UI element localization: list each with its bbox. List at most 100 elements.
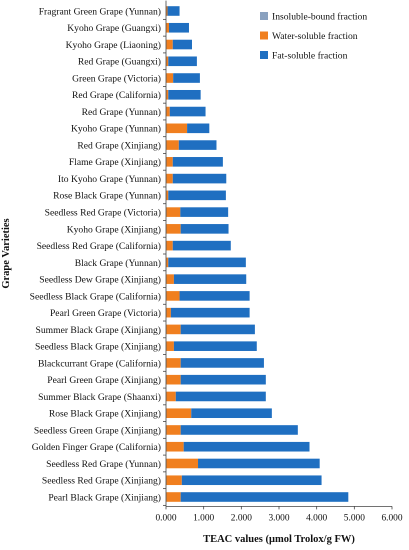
category-label: Ito Kyoho Grape (Yunnan) xyxy=(58,174,161,185)
bar-water-soluble-fraction-red-grape-xinjiang xyxy=(166,140,179,150)
bar-water-soluble-fraction-seedless-red-grape-victoria xyxy=(166,207,181,217)
bar-fat-soluble-fraction-rose-black-grape-xinjiang xyxy=(191,408,272,419)
bar-fat-soluble-fraction-kyoho-grape-liaoning xyxy=(172,39,192,50)
bar-fat-soluble-fraction-kyoho-grape-yunnan xyxy=(187,123,210,134)
bar-fat-soluble-fraction-seedless-red-grape-xinjiang xyxy=(181,475,322,486)
category-label: Kyoho Grape (Liaoning) xyxy=(66,40,161,51)
legend-swatch-fat-soluble-fraction xyxy=(260,51,268,59)
bar-water-soluble-fraction-seedless-dew-grape-xinjiang xyxy=(166,274,174,284)
bar-water-soluble-fraction-red-grape-california xyxy=(166,89,169,100)
bar-fat-soluble-fraction-seedless-green-grape-xinjiang xyxy=(180,425,298,435)
bar-fat-soluble-fraction-flame-grape-xinjiang xyxy=(172,157,223,167)
category-label: Black Grape (Yunnan) xyxy=(75,258,161,269)
x-tick-label: 0.000 xyxy=(155,513,176,523)
legend: Insoluble-bound fraction Water-soluble fr… xyxy=(260,12,367,62)
category-label: Seedless Black Grape (Xinjiang) xyxy=(35,342,161,353)
bar-fat-soluble-fraction-kyoho-grape-xinjiang xyxy=(180,224,229,234)
category-label: Seedless Black Grape (California) xyxy=(30,291,161,302)
x-tick-label: 1.000 xyxy=(193,513,214,523)
bar-fat-soluble-fraction-seedless-red-grape-yunnan xyxy=(198,458,320,469)
bars-layer xyxy=(166,6,349,502)
bar-water-soluble-fraction-fragrant-green-grape-yunnan xyxy=(166,6,168,16)
category-label: Kyoho Grape (Guangxi) xyxy=(67,23,161,34)
bar-fat-soluble-fraction-blackcurrant-grape-california xyxy=(180,358,264,368)
bar-fat-soluble-fraction-red-grape-california xyxy=(168,89,201,100)
category-label: Pearl Green Grape (Victoria) xyxy=(50,308,161,319)
category-label: Flame Grape (Xinjiang) xyxy=(69,157,161,168)
category-label: Kyoho Grape (Xinjiang) xyxy=(67,224,161,235)
bar-water-soluble-fraction-seedless-red-grape-california xyxy=(166,240,173,251)
bar-water-soluble-fraction-summer-black-grape-shaanxi xyxy=(166,391,176,402)
bar-water-soluble-fraction-summer-black-grape-xinjiang xyxy=(166,324,181,335)
bar-water-soluble-fraction-pearl-green-grape-victoria xyxy=(166,307,171,318)
bar-water-soluble-fraction-seedless-black-grape-california xyxy=(166,291,180,301)
category-label: Pearl Black Grape (Xinjiang) xyxy=(48,492,161,503)
category-label: Summer Black Grape (Shaanxi) xyxy=(38,392,161,403)
bar-water-soluble-fraction-kyoho-grape-xinjiang xyxy=(166,224,181,234)
category-label: Rose Black Grape (Xinjiang) xyxy=(49,409,161,420)
bar-fat-soluble-fraction-pearl-green-grape-xinjiang xyxy=(180,374,266,385)
bar-water-soluble-fraction-golden-finger-grape-california xyxy=(166,441,184,452)
bar-fat-soluble-fraction-rose-black-grape-yunnan xyxy=(168,190,226,201)
category-label: Kyoho Grape (Yunnan) xyxy=(71,124,161,135)
bar-fat-soluble-fraction-seedless-red-grape-california xyxy=(172,240,231,251)
bar-water-soluble-fraction-red-grape-yunnan xyxy=(166,106,170,117)
bar-water-soluble-fraction-green-grape-victoria xyxy=(166,73,174,83)
bar-water-soluble-fraction-flame-grape-xinjiang xyxy=(166,157,173,167)
bar-water-soluble-fraction-black-grape-yunnan xyxy=(166,257,169,268)
bar-fat-soluble-fraction-pearl-green-grape-victoria xyxy=(170,307,250,318)
bar-fat-soluble-fraction-red-grape-xinjiang xyxy=(178,140,217,150)
legend-swatch-insoluble-bound-fraction xyxy=(260,12,268,20)
x-axis-title: TEAC values (μmol Trolox/g FW) xyxy=(203,534,355,545)
legend-label-insoluble-bound-fraction: Insoluble-bound fraction xyxy=(272,12,367,23)
x-tick-label: 4.000 xyxy=(306,513,327,523)
bar-fat-soluble-fraction-seedless-dew-grape-xinjiang xyxy=(173,274,247,284)
bar-water-soluble-fraction-pearl-black-grape-xinjiang xyxy=(166,492,181,502)
bar-fat-soluble-fraction-seedless-red-grape-victoria xyxy=(180,207,229,217)
bar-fat-soluble-fraction-summer-black-grape-shaanxi xyxy=(175,391,266,402)
category-label: Seedless Green Grape (Xinjiang) xyxy=(34,425,161,436)
bar-water-soluble-fraction-rose-black-grape-yunnan xyxy=(166,190,169,201)
category-label: Seedless Red Grape (California) xyxy=(37,241,161,252)
y-axis-title: Grape Varieties xyxy=(1,218,12,288)
bar-fat-soluble-fraction-fragrant-green-grape-yunnan xyxy=(167,6,180,16)
category-label: Pearl Green Grape (Xinjiang) xyxy=(47,375,161,386)
bar-water-soluble-fraction-seedless-red-grape-yunnan xyxy=(166,458,199,469)
category-label: Red Grape (Guangxi) xyxy=(78,57,161,68)
category-labels: Fragrant Green Grape (Yunnan) Kyoho Grape… xyxy=(30,6,166,506)
category-label: Red Grape (California) xyxy=(72,90,161,101)
x-tick-label: 6.000 xyxy=(381,513,402,523)
bar-fat-soluble-fraction-kyoho-grape-guangxi xyxy=(169,22,189,33)
category-label: Fragrant Green Grape (Yunnan) xyxy=(39,6,161,17)
legend-swatch-water-soluble-fraction xyxy=(260,31,268,40)
legend-label-water-soluble-fraction: Water-soluble fraction xyxy=(272,31,358,42)
bar-water-soluble-fraction-kyoho-grape-yunnan xyxy=(166,123,188,134)
legend-label-fat-soluble-fraction: Fat-soluble fraction xyxy=(272,51,348,62)
bar-fat-soluble-fraction-ito-kyoho-grape-yunnan xyxy=(172,173,227,184)
category-label: Seedless Red Grape (Victoria) xyxy=(45,208,161,219)
category-label: Green Grape (Victoria) xyxy=(72,73,161,84)
bar-fat-soluble-fraction-golden-finger-grape-california xyxy=(183,441,310,452)
bar-fat-soluble-fraction-summer-black-grape-xinjiang xyxy=(180,324,255,335)
category-label: Golden Finger Grape (California) xyxy=(32,442,161,453)
bar-water-soluble-fraction-seedless-red-grape-xinjiang xyxy=(166,475,182,486)
category-label: Summer Black Grape (Xinjiang) xyxy=(36,325,161,336)
bar-fat-soluble-fraction-red-grape-guangxi xyxy=(168,56,197,67)
bar-water-soluble-fraction-ito-kyoho-grape-yunnan xyxy=(166,173,173,184)
category-label: Red Grape (Xinjiang) xyxy=(77,140,161,151)
bar-water-soluble-fraction-pearl-green-grape-xinjiang xyxy=(166,374,181,385)
bar-fat-soluble-fraction-seedless-black-grape-california xyxy=(179,291,250,301)
x-tick-label: 5.000 xyxy=(344,513,365,523)
x-tick-label: 2.000 xyxy=(231,513,252,523)
bar-water-soluble-fraction-rose-black-grape-xinjiang xyxy=(166,408,192,419)
category-label: Blackcurrant Grape (California) xyxy=(38,358,161,369)
x-tick-labels: 0.000 1.000 2.000 3.000 4.000 5.000 6.000 xyxy=(155,506,403,523)
category-label: Seedless Red Grape (Yunnan) xyxy=(46,459,161,470)
bar-fat-soluble-fraction-green-grape-victoria xyxy=(173,73,200,83)
bar-water-soluble-fraction-blackcurrant-grape-california xyxy=(166,358,181,368)
bar-fat-soluble-fraction-pearl-black-grape-xinjiang xyxy=(180,492,349,502)
bar-fat-soluble-fraction-red-grape-yunnan xyxy=(169,106,206,117)
bar-water-soluble-fraction-kyoho-grape-guangxi xyxy=(166,22,170,33)
bar-fat-soluble-fraction-black-grape-yunnan xyxy=(168,257,246,268)
